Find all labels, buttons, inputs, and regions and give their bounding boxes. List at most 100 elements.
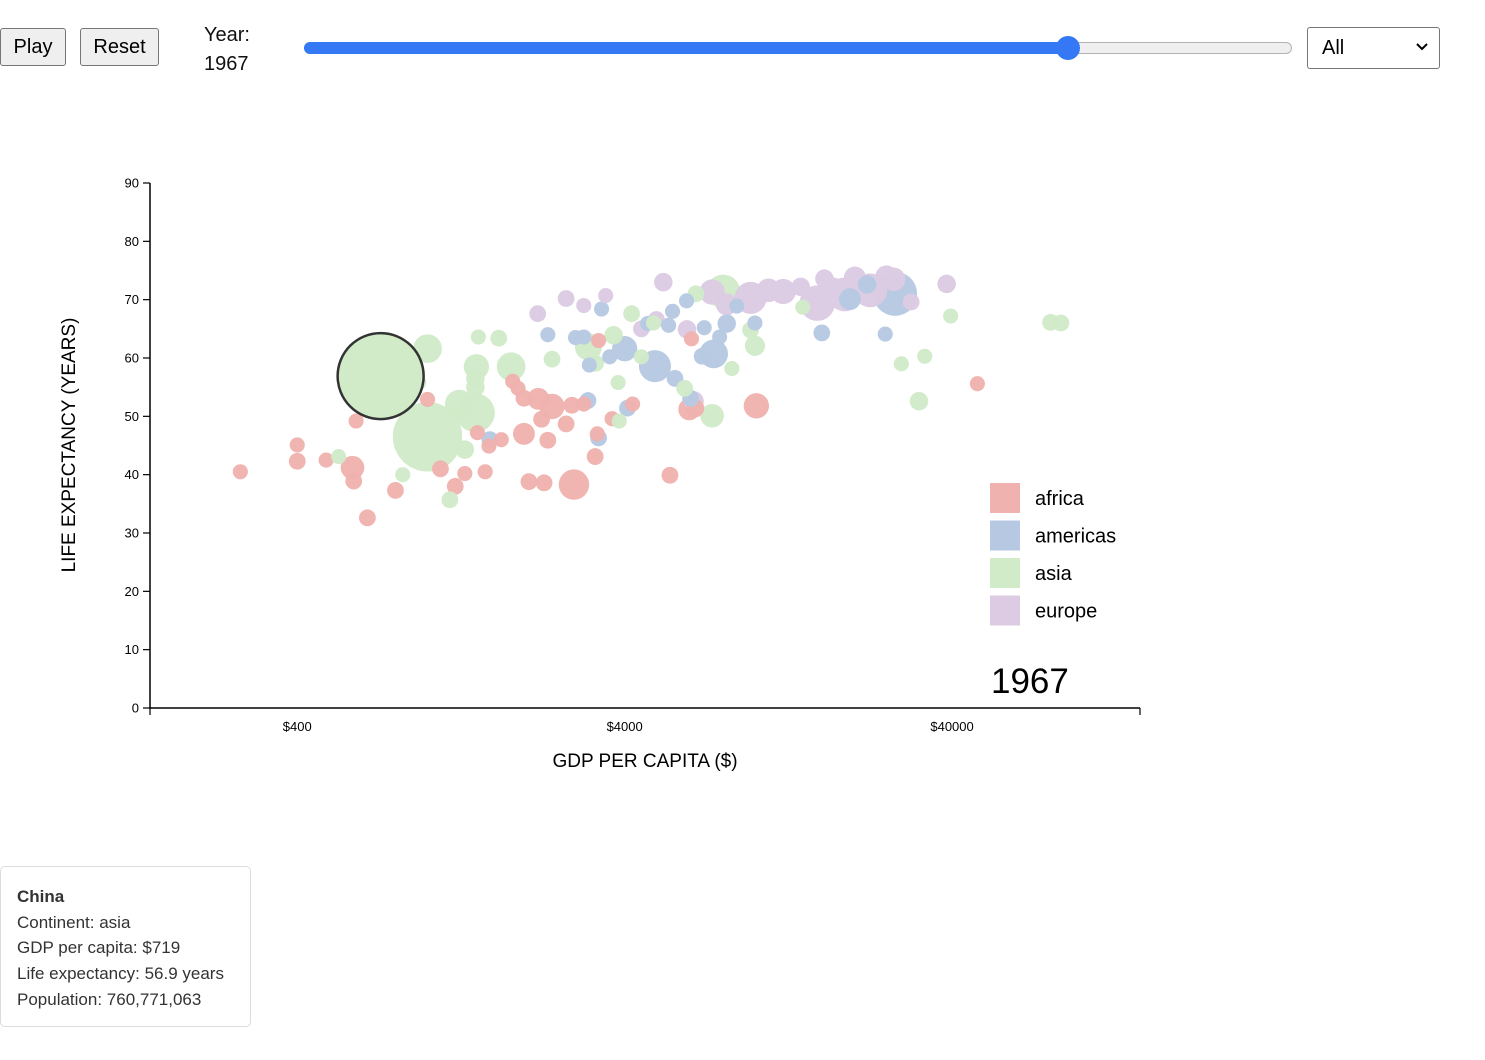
data-point-asia xyxy=(611,413,627,429)
data-point-asia xyxy=(413,334,442,364)
data-point-africa xyxy=(539,431,557,449)
legend-swatch-europe xyxy=(990,595,1020,626)
data-point-asia xyxy=(633,349,649,365)
data-point-africa xyxy=(557,415,575,433)
data-point-africa xyxy=(289,437,305,453)
data-point-americas xyxy=(576,329,592,345)
x-tick-label: $40000 xyxy=(930,719,973,734)
data-point-asia xyxy=(744,335,766,356)
data-point-asia xyxy=(700,403,724,428)
data-point-europe xyxy=(598,288,614,304)
year-label: Year: xyxy=(204,24,250,46)
year-display: Year: 1967 xyxy=(204,21,250,79)
data-point-asia xyxy=(724,360,740,377)
data-point-africa xyxy=(232,464,248,480)
y-tick-label: 80 xyxy=(125,234,139,249)
data-point-americas xyxy=(664,303,681,319)
year-value: 1967 xyxy=(204,53,249,75)
continent-filter-select[interactable]: All xyxy=(1307,27,1440,69)
x-axis: $400 $4000 $40000 xyxy=(149,707,1141,734)
data-point-asia xyxy=(917,348,933,364)
y-tick-label: 30 xyxy=(125,526,139,541)
data-point-americas xyxy=(678,293,695,309)
data-point-africa xyxy=(535,474,553,492)
tooltip-title: China xyxy=(17,887,65,906)
data-point-africa xyxy=(288,452,306,470)
data-point-europe xyxy=(791,277,810,297)
data-point-europe xyxy=(557,290,575,307)
tooltip-population: Population: 760,771,063 xyxy=(17,989,202,1009)
data-point-asia xyxy=(610,374,626,391)
country-tooltip: China Continent: asia GDP per capita: $7… xyxy=(0,866,251,1027)
data-point-asia xyxy=(676,379,694,397)
data-point-europe xyxy=(654,272,673,292)
y-tick-label: 50 xyxy=(125,409,139,424)
data-point-africa xyxy=(481,438,497,454)
legend-swatch-asia xyxy=(990,558,1020,588)
y-tick-label: 10 xyxy=(125,642,139,657)
data-point-africa xyxy=(358,509,376,527)
data-point-asia xyxy=(604,326,623,345)
year-slider[interactable] xyxy=(304,36,1292,60)
y-tick-label: 60 xyxy=(125,351,139,366)
y-tick-label: 40 xyxy=(125,467,139,482)
data-point-africa xyxy=(969,376,985,392)
y-axis-label: LIFE EXPECTANCY (YEARS) xyxy=(59,318,80,573)
data-point-asia xyxy=(331,449,347,465)
data-point-africa xyxy=(457,465,473,482)
data-point-africa xyxy=(589,426,605,442)
tooltip-gdp: GDP per capita: $719 xyxy=(17,938,181,958)
data-point-africa xyxy=(533,410,550,428)
y-axis: 0 10 20 30 40 50 60 70 80 90 xyxy=(125,176,151,716)
y-tick-label: 90 xyxy=(125,176,139,191)
y-tick-label: 70 xyxy=(125,292,139,307)
data-point-africa xyxy=(493,432,509,448)
data-point-europe xyxy=(875,265,898,288)
legend-swatch-africa xyxy=(990,483,1020,513)
data-point-africa xyxy=(576,396,592,412)
data-point-americas xyxy=(729,298,745,314)
continent-filter-value: All xyxy=(1322,37,1345,59)
slider-thumb[interactable] xyxy=(1055,36,1080,60)
data-point-africa xyxy=(510,380,526,396)
data-point-africa xyxy=(345,472,363,490)
play-button[interactable]: Play xyxy=(0,28,66,66)
data-point-africa xyxy=(432,460,449,478)
data-point-africa xyxy=(446,477,464,495)
data-point-americas xyxy=(602,349,618,365)
data-point-americas xyxy=(747,315,763,331)
data-point-asia xyxy=(909,391,929,411)
data-point-asia xyxy=(455,440,475,459)
data-point-americas xyxy=(594,301,610,317)
legend-label-americas: americas xyxy=(1035,526,1116,548)
data-point-africa xyxy=(469,425,485,441)
reset-button[interactable]: Reset xyxy=(80,28,159,66)
data-point-africa xyxy=(520,473,538,491)
data-point-americas xyxy=(877,326,893,342)
data-point-highlighted xyxy=(336,331,425,421)
data-point-europe xyxy=(576,297,592,314)
data-point-africa xyxy=(477,464,493,480)
data-point-africa xyxy=(625,396,641,412)
data-point-asia xyxy=(795,299,811,315)
year-watermark: 1967 xyxy=(991,662,1069,701)
data-point-asia xyxy=(490,329,508,347)
data-point-europe xyxy=(529,305,547,323)
data-point-africa xyxy=(743,393,770,419)
data-point-asia xyxy=(623,305,640,323)
data-point-europe xyxy=(756,278,781,303)
data-point-americas xyxy=(581,357,597,373)
data-point-asia xyxy=(943,308,959,324)
data-point-africa xyxy=(558,469,590,500)
data-point-asia xyxy=(1052,314,1070,332)
data-point-asia xyxy=(893,356,909,372)
data-point-africa xyxy=(419,391,436,407)
slider-fill xyxy=(304,42,1068,54)
data-point-americas xyxy=(540,327,556,343)
y-tick-label: 20 xyxy=(125,584,139,599)
data-point-europe xyxy=(902,293,920,311)
data-point-asia xyxy=(444,389,474,419)
x-tick-label: $400 xyxy=(283,719,312,734)
legend-label-asia: asia xyxy=(1035,563,1073,585)
data-point-europe xyxy=(937,274,956,294)
